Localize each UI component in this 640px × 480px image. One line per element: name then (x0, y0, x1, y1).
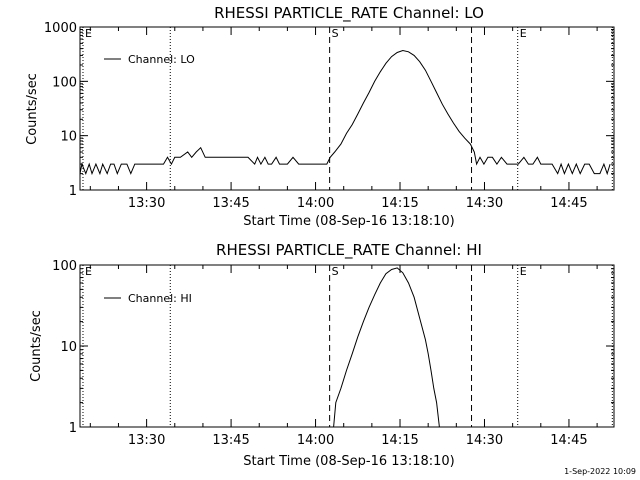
series-lo (80, 49, 611, 176)
marker-label-hi-2: S (332, 265, 339, 278)
y-axis-lo: 1 10 100 1000 (44, 21, 614, 199)
y-tick-label-lo-3: 1000 (44, 21, 77, 36)
y-tick-label-hi-0: 1 (69, 421, 77, 436)
marker-label-lo-2: S (332, 27, 339, 40)
legend-label-hi: Channel: HI (128, 292, 192, 305)
marker-label-lo-0: E (85, 27, 92, 40)
marker-label-hi-0: E (85, 265, 92, 278)
chart-panel-lo: RHESSI PARTICLE_RATE Channel: LO E S E 1 10… (25, 4, 615, 229)
x-axis-lo: 13:30 13:45 14:00 14:15 14:30 14:45 (89, 27, 598, 211)
series-line-lo-0 (80, 49, 611, 176)
series-hi (333, 267, 440, 427)
x-tick-label-hi-5: 14:45 (550, 433, 587, 448)
y-tick-label-lo-1: 10 (60, 130, 77, 145)
y-axis-label-hi: Counts/sec (29, 310, 44, 382)
x-tick-label-hi-3: 14:15 (381, 433, 418, 448)
x-tick-label-hi-2: 14:00 (297, 433, 334, 448)
x-tick-label-lo-4: 14:30 (466, 196, 503, 211)
series-line-hi-0 (333, 267, 440, 427)
x-axis-label-lo: Start Time (08-Sep-16 13:18:10) (243, 214, 454, 229)
y-axis-label-lo: Counts/sec (25, 73, 40, 145)
x-tick-label-hi-0: 13:30 (128, 433, 165, 448)
chart-panel-hi: RHESSI PARTICLE_RATE Channel: HI E S E 1 10… (29, 241, 615, 469)
legend-label-lo: Channel: LO (128, 53, 195, 66)
chart-title-lo: RHESSI PARTICLE_RATE Channel: LO (214, 4, 484, 23)
footer-timestamp: 1-Sep-2022 10:09 (564, 467, 636, 476)
x-tick-label-hi-1: 13:45 (212, 433, 249, 448)
x-tick-label-lo-2: 14:00 (297, 196, 334, 211)
x-tick-label-lo-1: 13:45 (212, 196, 249, 211)
y-tick-label-hi-1: 10 (60, 340, 77, 355)
x-tick-label-lo-0: 13:30 (128, 196, 165, 211)
y-tick-label-lo-2: 100 (52, 75, 77, 90)
chart-title-hi: RHESSI PARTICLE_RATE Channel: HI (216, 241, 482, 260)
y-tick-label-hi-2: 100 (52, 259, 77, 274)
x-tick-label-lo-5: 14:45 (550, 196, 587, 211)
x-tick-label-lo-3: 14:15 (381, 196, 418, 211)
y-tick-label-lo-0: 1 (69, 184, 77, 199)
x-axis-hi: 13:30 13:45 14:00 14:15 14:30 14:45 (89, 265, 598, 448)
y-axis-hi: 1 10 100 (52, 259, 614, 436)
x-axis-label-hi: Start Time (08-Sep-16 13:18:10) (243, 454, 454, 469)
marker-label-hi-4: E (520, 265, 527, 278)
plot-frame-lo (79, 26, 615, 191)
x-tick-label-hi-4: 14:30 (466, 433, 503, 448)
marker-label-lo-4: E (520, 27, 527, 40)
plot-frame-hi (79, 264, 615, 428)
